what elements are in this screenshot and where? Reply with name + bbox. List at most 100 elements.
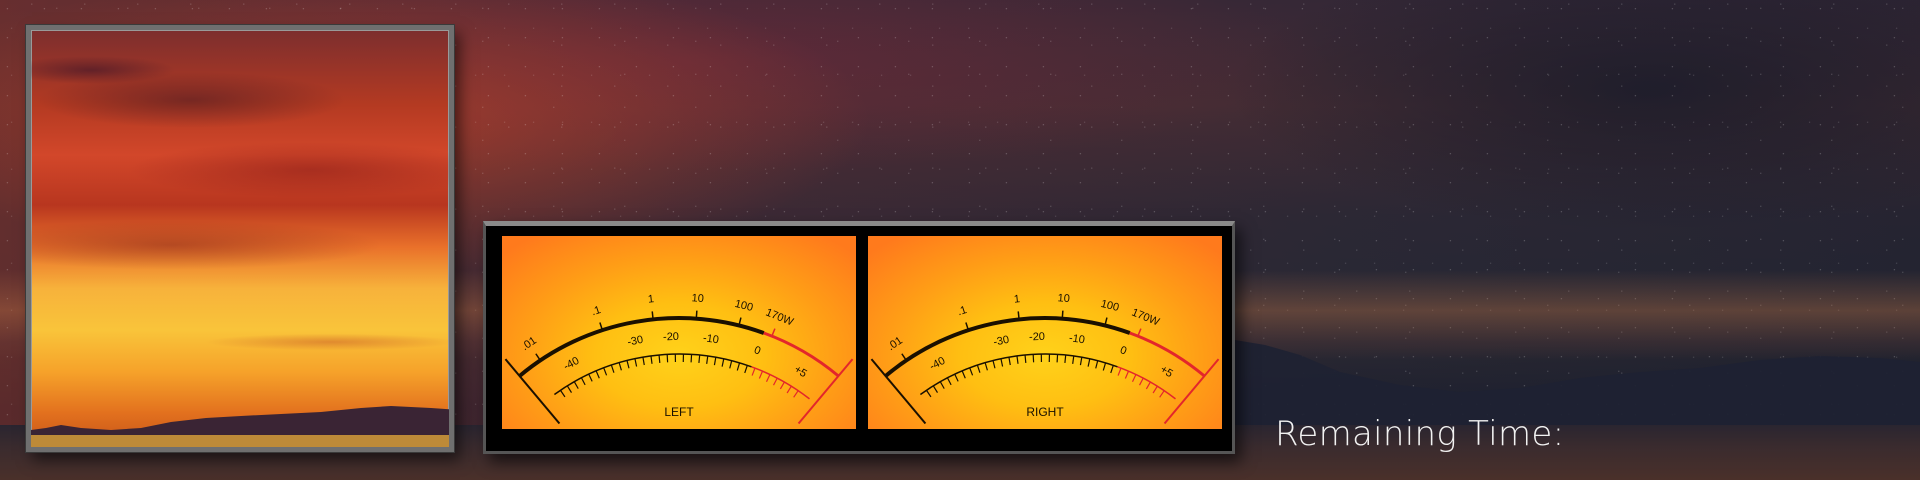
vu-end-tick — [504, 358, 561, 425]
vu-watt-tick — [535, 353, 541, 361]
album-art-clouds — [31, 30, 449, 447]
vu-watt-tick — [965, 322, 970, 331]
vu-minor-tick — [976, 364, 981, 373]
vu-minor-tick — [642, 356, 645, 366]
vu-db-label: -30 — [626, 334, 644, 349]
vu-minor-tick — [992, 360, 996, 369]
vu-minor-tick — [1117, 367, 1122, 376]
vu-minor-tick — [1087, 358, 1091, 367]
vu-watt-tick — [1104, 317, 1108, 326]
vu-db-label: 0 — [752, 344, 762, 357]
vu-db-label: -40 — [928, 355, 948, 373]
vu-minor-tick — [751, 367, 756, 376]
vu-minor-tick — [736, 362, 741, 371]
vu-minor-tick — [984, 362, 988, 371]
vu-watt-label: 170W — [1130, 307, 1162, 329]
vu-minor-tick — [765, 374, 771, 382]
vu-inner-arc — [553, 353, 752, 396]
vu-minor-tick — [786, 385, 792, 394]
vu-watt-label: 1 — [1013, 293, 1020, 306]
vu-watt-label: .1 — [956, 304, 968, 318]
vu-minor-tick — [1110, 365, 1114, 374]
vu-watt-label: 1 — [647, 293, 654, 306]
vu-minor-tick — [1095, 360, 1099, 369]
vu-watt-tick — [695, 310, 698, 319]
vu-minor-tick — [713, 357, 717, 366]
vu-db-label: -10 — [702, 332, 719, 346]
album-art — [26, 25, 454, 452]
vu-meter-channel-label: RIGHT — [1026, 405, 1064, 419]
vu-end-tick — [1163, 358, 1220, 425]
vu-minor-tick — [1079, 357, 1083, 366]
vu-watt-label: .01 — [519, 335, 538, 354]
vu-minor-tick — [1008, 356, 1011, 366]
vu-meter-channel-label: LEFT — [664, 405, 694, 419]
vu-db-label: -10 — [1068, 332, 1085, 346]
vu-minor-tick — [1102, 362, 1107, 371]
vu-minor-tick — [706, 355, 709, 364]
vu-minor-tick — [758, 370, 764, 379]
vu-minor-tick — [1064, 354, 1067, 364]
vu-minor-tick — [588, 373, 593, 382]
vu-minor-tick — [1131, 374, 1137, 382]
vu-minor-tick — [954, 373, 959, 382]
vu-inner-arc — [919, 353, 1118, 396]
vu-watt-tick — [1137, 328, 1142, 337]
vu-meter-left: .01 .1 1 10 100 170W -40 -30 -20 -10 0 +5 LEFT — [502, 236, 856, 429]
vu-watt-label: 170W — [764, 307, 796, 329]
vu-minor-tick — [610, 364, 615, 373]
remaining-time-label: Remaining Time: — [1275, 414, 1565, 454]
vu-watt-label: .01 — [885, 335, 904, 354]
vu-minor-tick — [698, 354, 701, 364]
vu-meter-scale: .01 .1 1 10 100 170W -40 -30 -20 -10 0 +5 — [504, 292, 854, 425]
vu-red-arc — [1129, 331, 1206, 378]
vu-minor-tick — [1024, 354, 1027, 363]
vu-minor-tick — [603, 367, 608, 376]
vu-minor-tick — [626, 360, 630, 369]
vu-watt-tick — [771, 328, 776, 337]
vu-minor-tick — [573, 381, 579, 389]
vu-minor-tick — [580, 377, 586, 386]
vu-watt-tick — [599, 322, 604, 331]
vu-watt-label: 100 — [1099, 298, 1120, 314]
vu-minor-tick — [1000, 358, 1004, 367]
vu-main-arc — [518, 316, 765, 378]
vu-minor-tick — [961, 370, 966, 379]
vu-end-tick — [797, 358, 854, 425]
vu-minor-tick — [1016, 355, 1019, 364]
vu-meter-right: .01 .1 1 10 100 170W -40 -30 -20 -10 0 +5 RIGHT — [868, 236, 1222, 429]
vu-minor-tick — [772, 377, 778, 386]
vu-minor-tick — [618, 362, 622, 371]
vu-db-label: 0 — [1118, 344, 1128, 357]
vu-db-label: -20 — [1029, 331, 1045, 344]
vu-watt-tick — [901, 353, 907, 361]
vu-meter-scale: .01 .1 1 10 100 170W -40 -30 -20 -10 0 +5 — [870, 292, 1220, 425]
vu-watt-tick — [1017, 311, 1020, 320]
vu-minor-tick — [559, 389, 566, 398]
vu-minor-tick — [729, 360, 733, 369]
vu-minor-tick — [650, 355, 653, 364]
vu-minor-tick — [721, 358, 725, 367]
vu-db-label: +5 — [1158, 363, 1175, 380]
vu-db-label: -40 — [562, 355, 582, 373]
vu-minor-tick — [939, 381, 945, 389]
vu-watt-label: 100 — [733, 298, 754, 314]
vu-watt-label: .1 — [590, 304, 602, 318]
vu-red-arc — [763, 331, 840, 378]
vu-minor-tick — [946, 377, 952, 386]
vu-db-label: -30 — [992, 334, 1010, 349]
vu-db-label: -20 — [663, 331, 679, 344]
vu-minor-tick — [793, 390, 799, 398]
vu-minor-tick — [1145, 381, 1151, 390]
vu-watt-tick — [1061, 310, 1064, 319]
vu-minor-tick — [1138, 377, 1144, 386]
vu-minor-tick — [634, 358, 638, 367]
vu-end-tick — [870, 358, 927, 425]
vu-minor-tick — [932, 385, 939, 393]
vu-minor-tick — [658, 354, 661, 363]
vu-minor-tick — [744, 365, 748, 374]
vu-meter-panel: .01.1 1 10 100 170W -40 -30 -20 -10 0 +5 LEFT .01.… — [483, 221, 1235, 454]
vu-watt-tick — [651, 311, 654, 320]
vu-minor-tick — [779, 381, 785, 390]
vu-watt-label: 10 — [691, 292, 704, 305]
